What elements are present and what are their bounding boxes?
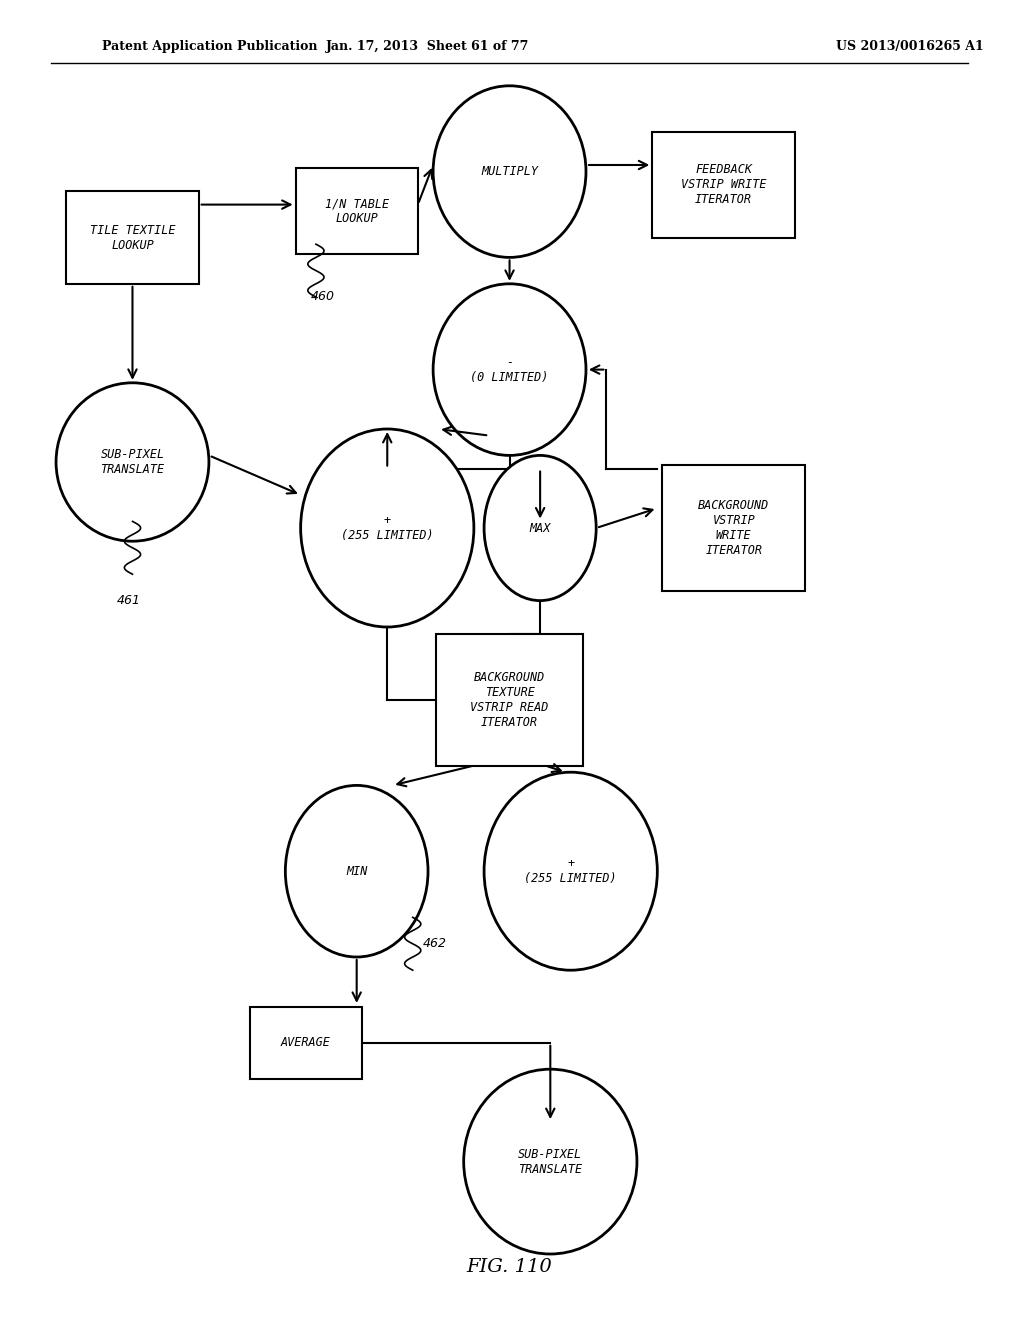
Text: AVERAGE: AVERAGE <box>281 1036 331 1049</box>
FancyBboxPatch shape <box>663 466 805 591</box>
Text: SUB-PIXEL
TRANSLATE: SUB-PIXEL TRANSLATE <box>518 1147 583 1176</box>
Text: -
(0 LIMITED): - (0 LIMITED) <box>470 355 549 384</box>
Text: FIG. 110: FIG. 110 <box>467 1258 552 1276</box>
Text: BACKGROUND
TEXTURE
VSTRIP READ
ITERATOR: BACKGROUND TEXTURE VSTRIP READ ITERATOR <box>470 671 549 729</box>
Text: Jan. 17, 2013  Sheet 61 of 77: Jan. 17, 2013 Sheet 61 of 77 <box>327 40 529 53</box>
Ellipse shape <box>484 455 596 601</box>
Text: 460: 460 <box>311 290 335 304</box>
Text: BACKGROUND
VSTRIP
WRITE
ITERATOR: BACKGROUND VSTRIP WRITE ITERATOR <box>698 499 769 557</box>
Text: 1/N TABLE
LOOKUP: 1/N TABLE LOOKUP <box>325 197 389 226</box>
Ellipse shape <box>286 785 428 957</box>
Text: +
(255 LIMITED): + (255 LIMITED) <box>341 513 433 543</box>
Text: +
(255 LIMITED): + (255 LIMITED) <box>524 857 617 886</box>
Text: US 2013/0016265 A1: US 2013/0016265 A1 <box>836 40 983 53</box>
Ellipse shape <box>56 383 209 541</box>
Text: MAX: MAX <box>529 521 551 535</box>
Ellipse shape <box>484 772 657 970</box>
Ellipse shape <box>433 284 586 455</box>
Text: 462: 462 <box>423 937 446 950</box>
FancyBboxPatch shape <box>67 191 199 284</box>
Text: 461: 461 <box>117 594 141 607</box>
Text: FEEDBACK
VSTRIP WRITE
ITERATOR: FEEDBACK VSTRIP WRITE ITERATOR <box>681 164 766 206</box>
FancyBboxPatch shape <box>435 634 584 766</box>
Ellipse shape <box>464 1069 637 1254</box>
Ellipse shape <box>433 86 586 257</box>
Text: MULTIPLY: MULTIPLY <box>481 165 538 178</box>
FancyBboxPatch shape <box>296 168 418 253</box>
Text: TILE TEXTILE
LOOKUP: TILE TEXTILE LOOKUP <box>90 223 175 252</box>
FancyBboxPatch shape <box>250 1006 361 1080</box>
Ellipse shape <box>301 429 474 627</box>
Text: MIN: MIN <box>346 865 368 878</box>
Text: Patent Application Publication: Patent Application Publication <box>102 40 317 53</box>
FancyBboxPatch shape <box>652 132 795 238</box>
Text: SUB-PIXEL
TRANSLATE: SUB-PIXEL TRANSLATE <box>100 447 165 477</box>
